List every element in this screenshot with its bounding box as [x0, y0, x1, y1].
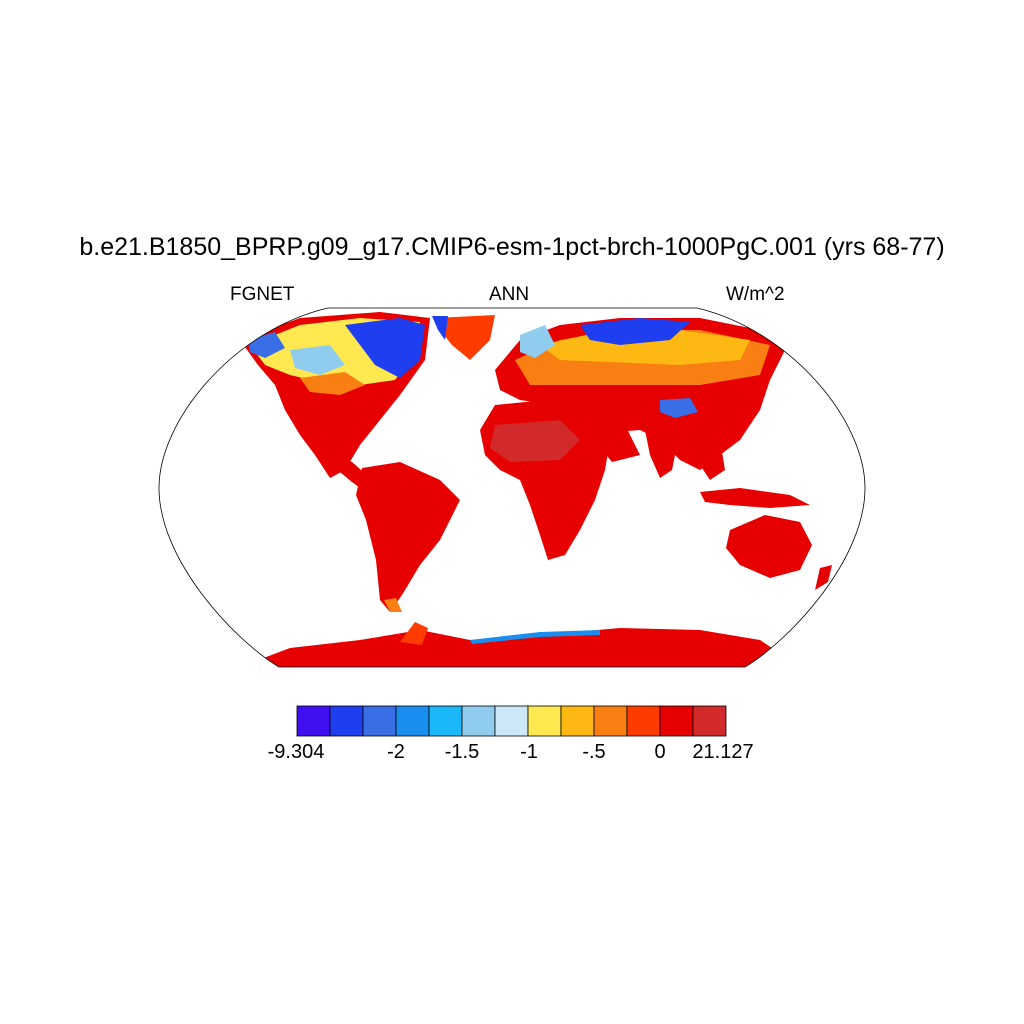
season-label: ANN: [489, 284, 530, 305]
siberia-blue-patch: [580, 318, 690, 345]
colorbar-swatch: [461, 705, 496, 737]
colorbar-swatch: [362, 705, 397, 737]
colorbar-tick-label: -1: [520, 741, 538, 763]
colorbar-swatch: [626, 705, 661, 737]
colorbar-swatch: [395, 705, 430, 737]
south-america-land: [356, 462, 460, 612]
canada-blue-patch: [345, 318, 425, 378]
new-zealand: [815, 565, 832, 590]
colorbar-swatch: [659, 705, 694, 737]
antarctica-peninsula: [400, 622, 428, 645]
map-outline: [158, 307, 866, 668]
india-land: [645, 430, 680, 478]
colorbar-swatch: [560, 705, 595, 737]
sahara-shade: [490, 420, 580, 462]
land-field: [240, 312, 832, 667]
map-title: b.e21.B1850_BPRP.g09_g17.CMIP6-esm-1pct-…: [79, 233, 945, 261]
colorbar-swatch: [692, 705, 727, 737]
colorbar-swatch: [329, 705, 364, 737]
colorbar-swatch: [428, 705, 463, 737]
colorbar-tick-label: 0: [654, 741, 666, 763]
canada-lightblue-patch: [290, 345, 345, 375]
greenland-land: [435, 315, 495, 360]
variable-label: FGNET: [230, 284, 295, 305]
arabia-land: [590, 420, 640, 462]
colorbar-tick-label: 21.127: [692, 741, 754, 763]
colorbar-swatch: [593, 705, 628, 737]
colorbar-tick-label: -.5: [582, 741, 606, 763]
units-label: W/m^2: [726, 284, 785, 305]
colorbar-swatch: [494, 705, 529, 737]
antarctica-blue-fringe: [470, 630, 600, 644]
indonesia-islands: [700, 488, 810, 508]
colorbar-tick-label: -1.5: [444, 741, 480, 763]
colorbar-swatch: [527, 705, 562, 737]
antarctica-land: [240, 628, 800, 667]
greenland-blue-edge: [432, 316, 448, 340]
colorbar-swatch: [296, 705, 331, 737]
colorbar-tick-label: -9.304: [267, 741, 325, 763]
scandinavia-lightblue: [520, 325, 555, 358]
canada-orange-patch: [300, 372, 365, 395]
tibet-blue-patch: [660, 398, 698, 418]
australia-land: [726, 515, 812, 578]
south-america-tip: [384, 598, 402, 612]
southeast-asia-land: [690, 440, 725, 480]
colorbar-tick-label: -2: [387, 741, 405, 763]
